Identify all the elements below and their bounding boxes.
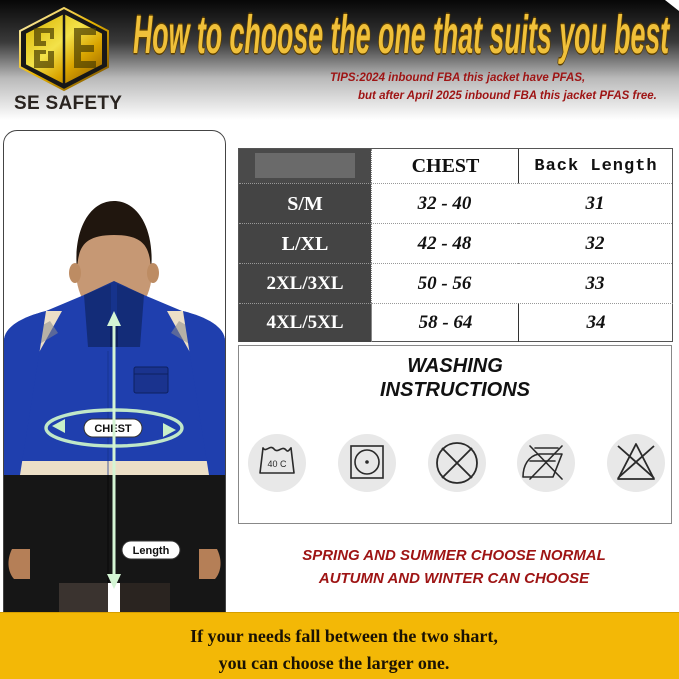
svg-text:Length: Length (133, 545, 170, 557)
